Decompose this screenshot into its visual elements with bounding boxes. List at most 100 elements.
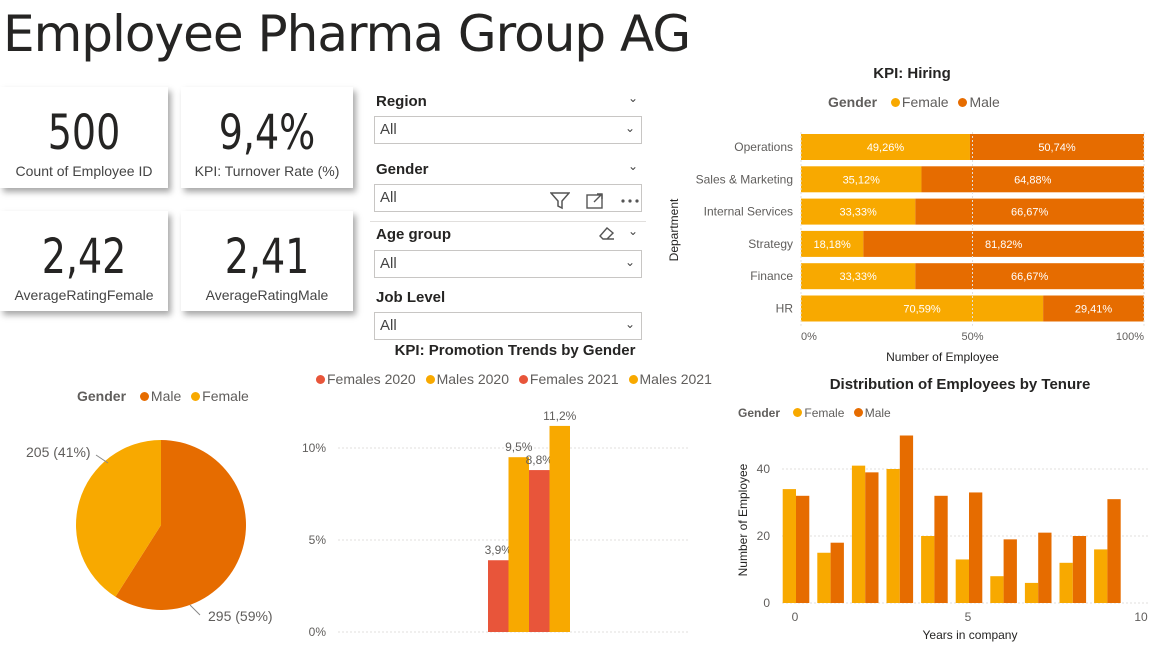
legend-item-males-2021[interactable]: Males 2021 (639, 371, 712, 387)
legend-dot-females-2021 (518, 375, 528, 384)
kpi-card-employee-count[interactable]: 500 Count of Employee ID (0, 87, 168, 188)
bar-female (782, 489, 796, 603)
leader-line (189, 604, 201, 616)
category-label: HR (776, 302, 794, 316)
slicer-dropdown[interactable]: All ⌄ (374, 250, 642, 278)
bar-female (990, 576, 1004, 603)
slicer-dropdown[interactable]: All ⌄ (374, 312, 642, 340)
data-label: 35,12% (843, 174, 881, 186)
bar-segment-male (915, 198, 1144, 225)
slicer-title: Age group (376, 226, 451, 243)
bar-female (817, 552, 831, 603)
bar-male (1038, 532, 1052, 603)
kpi-card-rating-female[interactable]: 2,42 AverageRatingFemale (0, 211, 168, 311)
x-axis-title: Years in company (923, 628, 1018, 642)
gender-pie-chart[interactable]: 205 (41%) 295 (59%) (0, 415, 330, 645)
y-tick-label: 5% (309, 533, 327, 547)
bar-male (1072, 536, 1087, 603)
page-title: Employee Pharma Group AG (3, 5, 691, 63)
category-label: Strategy (748, 237, 793, 251)
slicer-title: Region (376, 93, 427, 110)
legend-item-females-2021[interactable]: Females 2021 (529, 371, 619, 387)
data-label: 66,67% (1011, 207, 1049, 219)
eraser-icon[interactable] (598, 225, 616, 246)
legend-item-male[interactable]: Male (864, 406, 891, 420)
category-label: Finance (750, 269, 793, 283)
slicer-title: Gender (376, 161, 429, 178)
kpi-card-turnover-rate[interactable]: 9,4% KPI: Turnover Rate (%) (181, 87, 353, 188)
data-label: 9,5% (505, 440, 533, 454)
data-label: 29,41% (1075, 304, 1113, 316)
bar-males-2020 (508, 457, 529, 632)
pie-chart-legend: Gender Male Female (77, 388, 249, 404)
category-label: Sales & Marketing (696, 172, 793, 186)
bar-segment-male (1043, 295, 1144, 322)
bar-male (865, 472, 879, 603)
legend-dot-female (890, 98, 900, 107)
legend-item-males-2020[interactable]: Males 2020 (436, 371, 509, 387)
pie-label-female: 205 (41%) (26, 444, 91, 460)
slicer-value: All (380, 255, 397, 272)
card-value: 2,41 (224, 229, 310, 285)
x-tick-label: 0% (801, 331, 817, 343)
bar-female (955, 559, 969, 603)
bar-female (851, 465, 866, 603)
bar-female (1094, 549, 1108, 603)
legend-item-females-2020[interactable]: Females 2020 (327, 371, 416, 387)
bar-male (796, 495, 810, 603)
pie-label-male: 295 (59%) (208, 608, 273, 624)
data-label: 49,26% (867, 142, 905, 154)
data-label: 3,9% (485, 543, 513, 557)
slicer-value: All (380, 317, 397, 334)
hiring-chart-title: KPI: Hiring (873, 65, 951, 82)
chevron-down-icon[interactable]: ⌄ (627, 91, 638, 105)
card-label: KPI: Turnover Rate (%) (194, 163, 340, 179)
legend-item-male[interactable]: Male (150, 388, 182, 404)
x-tick-label: 0 (792, 610, 799, 624)
data-label: 18,18% (814, 239, 852, 251)
data-label: 66,67% (1011, 271, 1049, 283)
tenure-chart[interactable]: Number of Employee 0 20 40 0 5 10 Years in comp… (730, 420, 1160, 650)
bar-female (1024, 582, 1039, 603)
filter-icon[interactable] (549, 192, 575, 214)
legend-dot-male (958, 98, 968, 107)
bar-males-2021 (549, 425, 570, 632)
legend-item-female[interactable]: Female (901, 94, 949, 110)
visual-header-toolbar (549, 192, 650, 215)
leader-line (95, 454, 109, 464)
chevron-down-icon: ⌄ (624, 255, 635, 269)
chevron-down-icon: ⌄ (624, 317, 635, 331)
chevron-down-icon[interactable]: ⌄ (627, 224, 638, 238)
promotion-chart[interactable]: 0% 5% 10% 3,9% 9,5%8,8% 11,2% (290, 395, 700, 645)
legend-item-male[interactable]: Male (969, 94, 1000, 110)
legend-item-female[interactable]: Female (202, 388, 249, 404)
bar-male (830, 542, 844, 603)
y-tick-label: 0 (763, 596, 770, 610)
bar-male (1003, 539, 1017, 603)
bar-male (899, 435, 914, 603)
bar-segment-female (801, 198, 916, 225)
focus-mode-icon[interactable] (585, 193, 610, 214)
y-tick-label: 10% (302, 441, 326, 455)
slicer-dropdown[interactable]: All ⌄ (374, 116, 642, 144)
data-label: 33,33% (840, 271, 878, 283)
x-tick-label: 10 (1134, 610, 1148, 624)
bar-females-2020 (488, 560, 509, 632)
slicer-job-level[interactable]: Job Level All ⌄ (370, 284, 646, 344)
card-value: 500 (47, 105, 121, 161)
slicer-region[interactable]: Region ⌄ All ⌄ (370, 88, 646, 148)
slicer-age-group[interactable]: Age group ⌄ All ⌄ (370, 221, 646, 282)
category-label: Internal Services (704, 205, 793, 219)
card-label: AverageRatingMale (205, 287, 329, 303)
hiring-chart[interactable]: Department Operations 49,26% 50,74% Sales & … (660, 120, 1160, 380)
legend-item-female[interactable]: Female (804, 406, 845, 420)
bar-segment-male (915, 263, 1144, 290)
x-axis-title: Number of Employee (886, 350, 999, 364)
bar-female (921, 536, 935, 603)
x-tick-label: 50% (961, 331, 983, 343)
more-options-icon[interactable] (620, 194, 640, 214)
slicer-value: All (380, 189, 397, 206)
kpi-card-rating-male[interactable]: 2,41 AverageRatingMale (181, 211, 353, 311)
chevron-down-icon[interactable]: ⌄ (627, 159, 638, 173)
legend-dot-male (139, 392, 149, 401)
